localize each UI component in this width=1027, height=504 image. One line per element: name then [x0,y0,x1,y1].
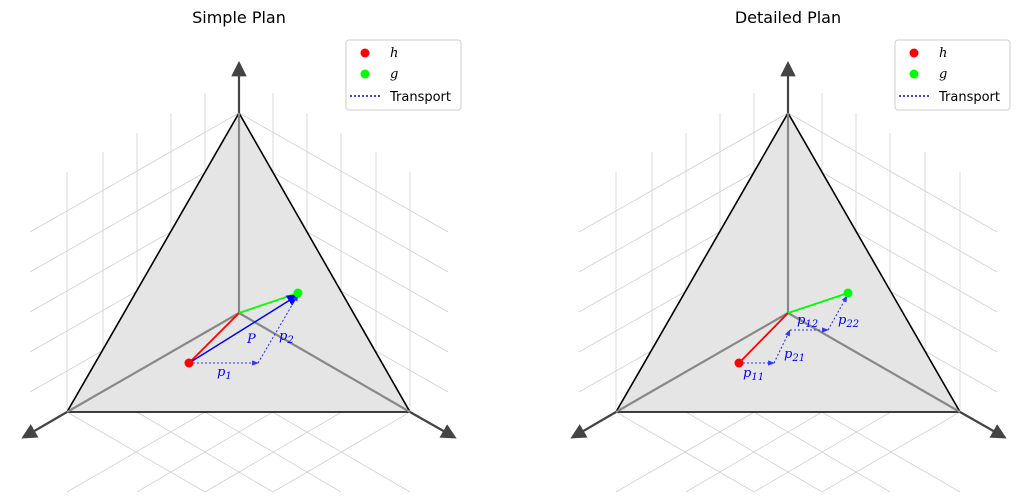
legend-transport-label: Transport [938,90,1000,105]
legend-g-label: g [939,67,947,82]
detailed-plan-title: Detailed Plan [735,8,841,27]
axis-lines [615,113,961,413]
simple-plan-plot: Simple Plan [21,8,462,493]
axis-lines [66,113,411,413]
simple-plan-title: Simple Plan [192,8,286,27]
legend-h-label: h [939,46,947,61]
legend-g-label: g [390,67,398,82]
h-point [734,358,744,368]
h-vector [738,312,789,364]
label-p12: p12 [797,313,818,330]
transport-arrow-P [188,294,300,364]
g-point [843,288,853,298]
label-P: P [246,332,256,347]
axis-arrows [21,60,457,439]
legend-g-marker [360,69,370,79]
label-p22: p22 [838,313,859,330]
transport-p22 [827,295,848,331]
transport-p2 [257,294,299,364]
simple-plan-legend: h g Transport [345,39,462,111]
axis-arrows [570,60,1007,439]
detailed-plan-legend: h g Transport [894,39,1011,111]
detailed-plan-plot: Detailed Plan [570,8,1011,493]
label-p21: p21 [784,347,805,364]
label-p11: p11 [743,366,764,383]
h-point [184,358,194,368]
legend-g-marker [909,69,919,79]
legend-h-label: h [390,46,398,61]
legend-transport-label: Transport [389,90,451,105]
g-vector [787,292,849,314]
g-point [293,288,303,298]
legend-h-marker [909,48,919,58]
legend-h-marker [360,48,370,58]
h-vector [188,312,240,364]
label-p1: p1 [217,365,232,382]
label-p2: p2 [279,329,294,346]
